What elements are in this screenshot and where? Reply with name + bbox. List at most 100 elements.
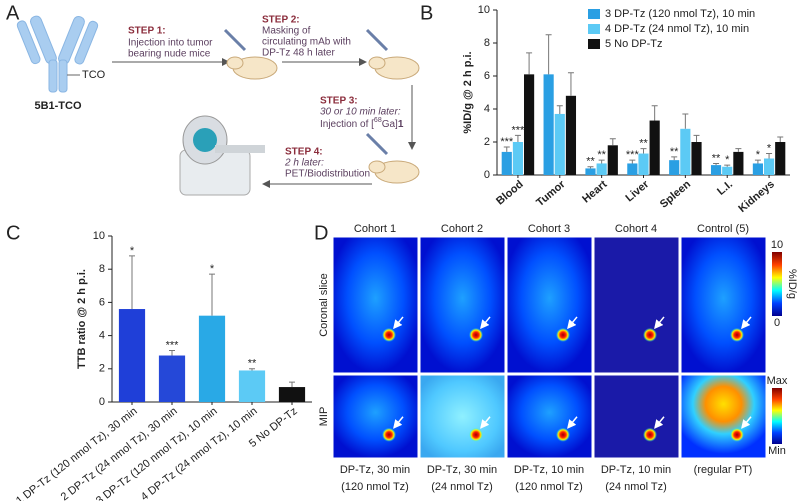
image-caption: DP-Tz, 10 min [601,464,671,476]
error-bar [249,368,255,371]
bar [763,158,775,175]
tumor-hotspot [643,327,657,342]
tumor-arrow [567,316,578,330]
tumor-hotspot [730,327,744,342]
pet-image [419,236,506,374]
pet-image [593,236,680,374]
step-text: 2 h later: [284,158,324,169]
image-caption: DP-Tz, 10 min [514,464,584,476]
colorbar-label: Min [768,445,786,457]
bar [722,166,733,175]
bar [278,387,306,402]
error-bar [651,105,658,121]
image-caption: (24 nmol Tz) [605,481,667,493]
bar [638,153,649,175]
bar [775,142,786,175]
legend-label: 4 DP-Tz (24 nmol Tz), 10 min [605,23,749,35]
significance: *** [166,339,180,351]
error-bar [629,159,636,164]
legend-label: 5 No DP-Tz [605,38,662,50]
bar [669,160,680,175]
y-tick-label: 10 [93,230,105,242]
pet-image [680,236,767,374]
pet-image [680,374,767,459]
y-axis-title: %ID/g @ 2 h p.i. [462,51,474,133]
bar [198,315,226,402]
x-tick-label: Kidneys [736,178,776,215]
error-bar [724,164,731,167]
significance: ** [597,149,606,161]
significance: ** [586,156,595,168]
error-bar [713,162,720,166]
tumor-hotspot [469,427,483,442]
bar [649,120,660,175]
antibody-label: 5B1-TCO [34,100,82,112]
tumor-arrow [741,416,752,429]
error-bar [766,153,773,159]
y-tick-label: 2 [484,136,490,148]
y-tick-label: 0 [484,169,490,181]
error-bar [640,148,647,154]
step-title: STEP 1: [128,26,166,37]
bar [627,163,638,175]
image-caption: (24 nmol Tz) [431,481,493,493]
image-caption: (120 nmol Tz) [515,481,583,493]
step-text: PET/Biodistribution [285,169,370,180]
tumor-hotspot [382,327,396,342]
pet-image [332,374,419,459]
colorbar [772,252,782,316]
x-tick-label: Spleen [658,178,694,211]
bar [691,142,702,175]
colorbar-unit: %ID/g [786,269,798,299]
column-header: Cohort 4 [615,223,657,235]
bar [554,113,565,175]
image-caption: (120 nmol Tz) [341,481,409,493]
tumor-hotspot [556,427,570,442]
pet-image [506,236,593,374]
x-tick-label: Liver [623,178,651,205]
error-bar [777,136,784,142]
significance: * [210,263,215,275]
panel-label: C [6,222,20,244]
tumor-arrow [654,316,665,330]
significance: * [725,154,730,166]
bar [752,163,763,175]
tumor-hotspot [382,427,396,442]
legend-swatch [588,39,600,49]
y-tick-label: 8 [99,263,105,275]
legend-swatch [588,9,600,19]
colorbar [772,388,782,444]
step-text: Masking of [262,26,311,37]
y-tick-label: 4 [484,103,490,115]
tumor-hotspot [556,327,570,342]
bar [733,151,744,175]
bar [238,370,266,402]
error-bar [209,273,215,316]
error-bar [693,134,700,142]
y-tick-label: 6 [99,296,105,308]
bar [710,165,722,175]
significance: *** [512,124,526,136]
step-text: Injection into tumor [128,38,213,49]
panel-label: D [314,222,328,244]
y-tick-label: 0 [99,396,105,408]
error-bar [545,34,552,75]
significance: * [756,149,761,161]
error-bar [289,381,295,388]
tumor-arrow [741,316,752,330]
step-text: 30 or 10 min later: [320,107,401,118]
pet-images: Cohort 1 DP-Tz, 30 min (120 nmol Tz) Cohort… [318,223,798,493]
bar [585,168,596,175]
antibody-icon [16,15,99,93]
bar [512,142,524,175]
error-bar [514,134,521,142]
tumor-hotspot [643,427,657,442]
y-tick-label: 10 [478,4,490,16]
pet-image [419,374,506,459]
x-tick-label: Tumor [534,178,568,209]
syringe [223,28,389,156]
legend-label: 3 DP-Tz (120 nmol Tz), 10 min [605,8,755,20]
significance: ** [248,358,257,370]
tumor-arrow [654,416,665,429]
significance: ** [639,138,648,150]
